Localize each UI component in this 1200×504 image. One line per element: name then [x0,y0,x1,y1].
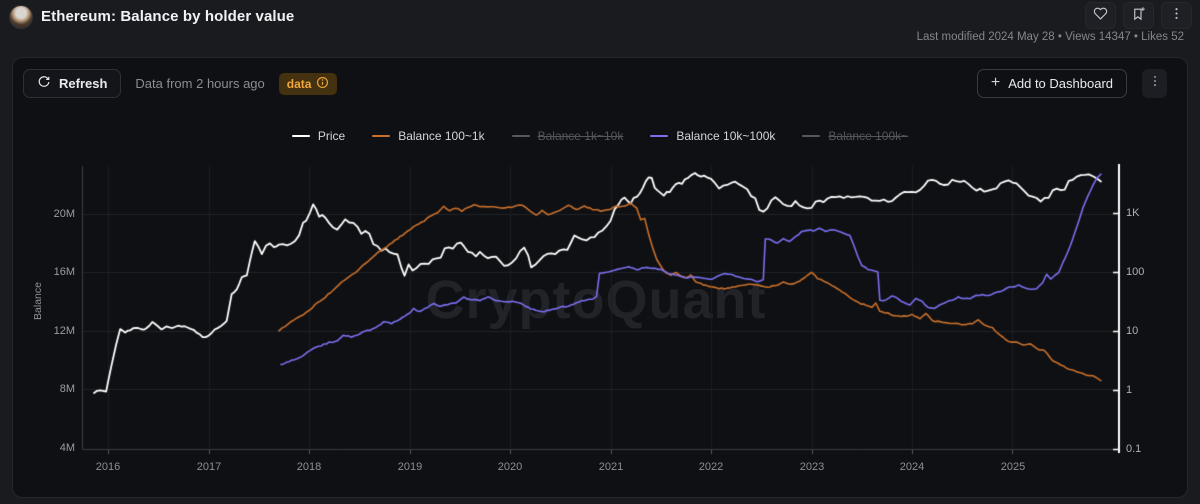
x-tick: 2017 [196,461,222,473]
legend-label: Balance 100~1k [398,129,485,143]
legend-label: Price [317,129,346,143]
refresh-label: Refresh [59,76,108,91]
add-to-dashboard-button[interactable]: + Add to Dashboard [976,69,1127,98]
x-tick: 2022 [698,461,724,473]
data-source-badge[interactable]: data [278,72,338,95]
legend-item-balance-10k-100k[interactable]: Balance 10k~100k [650,129,775,143]
refresh-icon [37,75,51,92]
y-left-tick: 4M [59,442,75,454]
chart-card: Refresh Data from 2 hours ago data + Add… [12,57,1189,498]
chart-meta: Last modified 2024 May 28 • Views 14347 … [916,31,1184,43]
plus-icon: + [990,74,1001,91]
legend-item-balance-100-1k[interactable]: Balance 100~1k [372,129,485,143]
data-freshness-status: Data from 2 hours ago [135,76,265,91]
kebab-icon [1148,74,1162,93]
x-tick: 2016 [95,461,121,473]
y-left-tick: 16M [53,266,75,278]
chart-plot-area[interactable] [13,58,1189,498]
data-badge-label: data [286,76,312,91]
x-tick: 2023 [799,461,825,473]
legend-item-balance-1k-10k[interactable]: Balance 1k~10k [511,129,624,143]
legend-swatch [650,135,669,137]
avatar[interactable] [9,5,33,29]
page-header: Ethereum: Balance by holder value Last m… [0,0,1200,57]
legend-item-balance-100k[interactable]: Balance 100k~ [802,129,908,143]
legend-label: Balance 10k~100k [676,129,776,143]
y-right-tick: 1K [1126,207,1140,219]
x-tick: 2021 [598,461,624,473]
header-more-button[interactable] [1161,2,1192,29]
add-to-dashboard-label: Add to Dashboard [1008,76,1113,91]
page-title: Ethereum: Balance by holder value [41,8,295,25]
bookmark-plus-icon [1131,6,1146,26]
y-left-tick: 12M [53,325,75,337]
bookmark-button[interactable] [1123,2,1154,29]
legend-swatch [802,135,821,137]
x-tick: 2024 [899,461,925,473]
refresh-button[interactable]: Refresh [23,69,122,98]
x-tick: 2019 [397,461,423,473]
kebab-icon [1169,6,1184,26]
y-right-tick: 1 [1126,384,1133,396]
chart-legend: Price Balance 100~1k Balance 1k~10k Bala… [82,129,1118,143]
x-tick: 2020 [497,461,523,473]
like-button[interactable] [1085,2,1116,29]
y-left-tick: 8M [59,383,75,395]
chart-options-button[interactable] [1142,69,1167,98]
heart-icon [1093,6,1108,26]
legend-swatch [511,135,530,137]
legend-label: Balance 100k~ [828,129,909,143]
y-right-tick: 10 [1126,325,1139,337]
header-actions [1085,2,1192,29]
legend-label: Balance 1k~10k [537,129,624,143]
x-tick: 2018 [296,461,322,473]
legend-swatch [372,135,391,137]
toolbar-left: Refresh Data from 2 hours ago data [23,69,338,98]
x-tick: 2025 [1000,461,1026,473]
y-right-tick: 0.1 [1126,443,1142,455]
toolbar-right: + Add to Dashboard [976,69,1167,98]
legend-item-price[interactable]: Price [291,129,346,143]
legend-swatch [291,135,310,137]
y-axis-title: Balance [32,282,44,320]
y-right-tick: 100 [1126,266,1145,278]
y-left-tick: 20M [53,208,75,220]
info-icon [316,76,329,92]
